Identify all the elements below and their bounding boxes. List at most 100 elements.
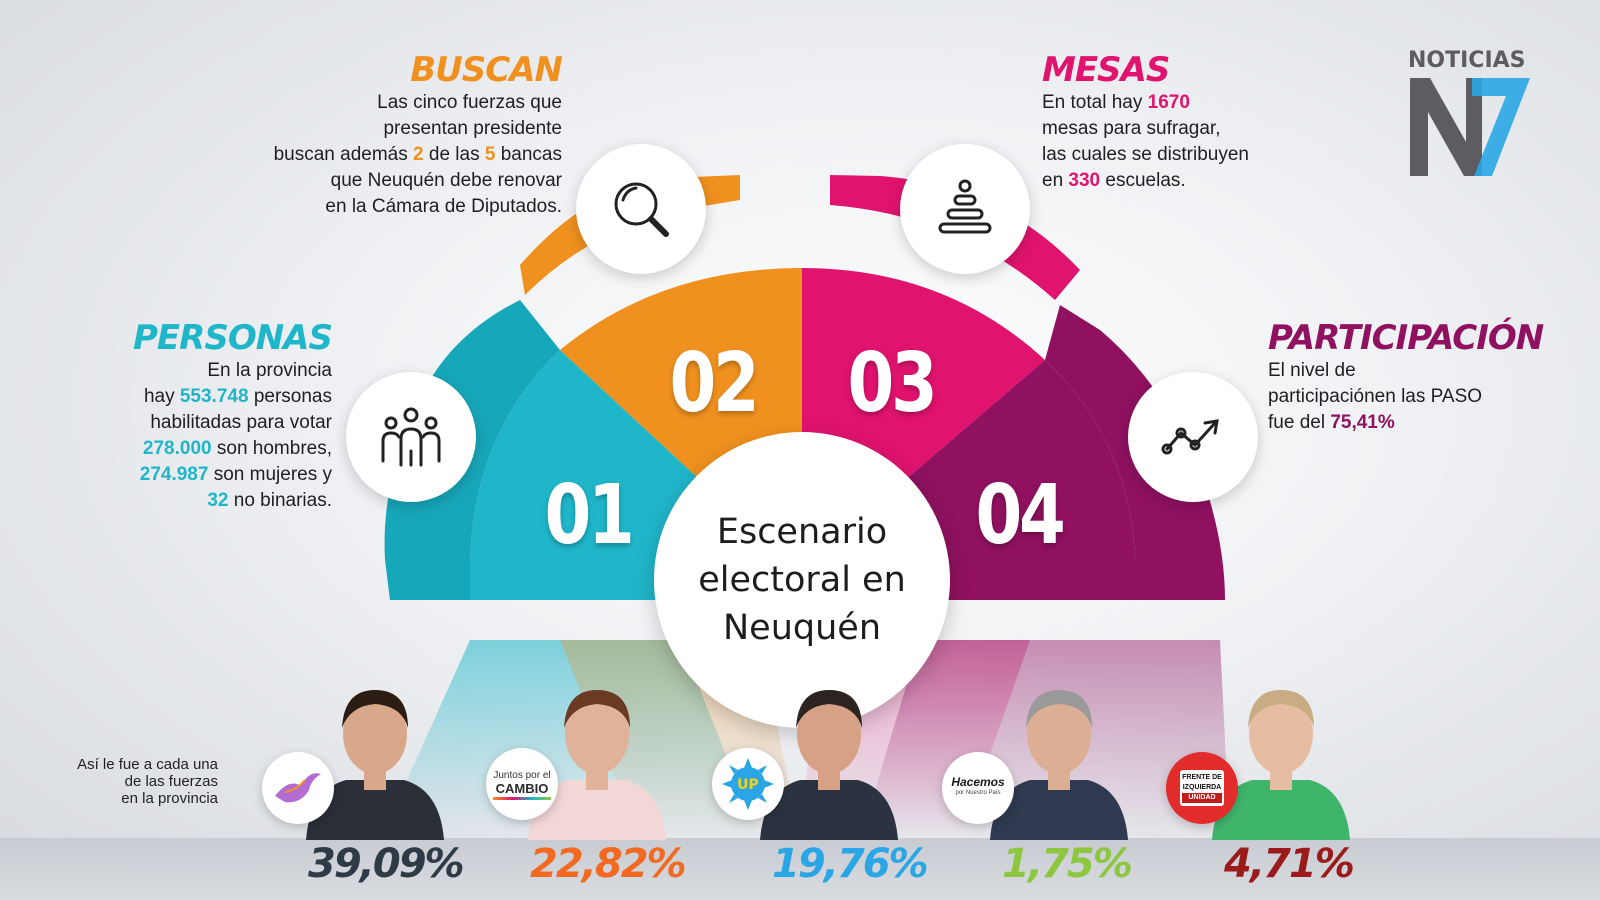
people-icon: [381, 407, 441, 467]
personas-block: PERSONAS En la provincia hay 553.748 per…: [100, 318, 333, 514]
mesas-line-1a: En total hay: [1042, 92, 1148, 113]
participacion-line-1: El nivel de: [1268, 360, 1356, 381]
center-title: Escenario electoral en Neuquén: [698, 512, 906, 648]
party-2-label-2: CAMBIO: [495, 780, 549, 796]
party-logo-4: Hacemos por Nuestro País: [942, 752, 1014, 824]
sun-badge-icon: UP: [722, 758, 774, 810]
personas-line-2a: hay: [143, 386, 180, 407]
caption-line-3: en la provincia: [121, 790, 218, 807]
center-title-circle: Escenario electoral en Neuquén: [654, 432, 950, 728]
personas-line-4b: son hombres,: [211, 438, 332, 459]
party-5-label-1: FRENTE DE: [1182, 774, 1222, 781]
trend-icon: [1161, 419, 1219, 455]
buscan-heading: BUSCAN: [410, 50, 563, 90]
stack-icon-circle: [900, 144, 1030, 274]
segment-03-number: 03: [847, 336, 938, 431]
candidate-photo-2: [528, 672, 666, 840]
party-logo-5: FRENTE DE IZQUIERDA UNIDAD: [1166, 752, 1238, 824]
buscan-line-5: en la Cámara de Diputados.: [325, 196, 562, 217]
party-3-label: UP: [737, 777, 759, 793]
buscan-block: BUSCAN Las cinco fuerzas que presentan p…: [240, 50, 563, 220]
logo-word: NOTICIAS: [1408, 48, 1526, 73]
party-logo-2: Juntos por el CAMBIO: [486, 748, 558, 820]
mesas-line-4a: en: [1042, 170, 1069, 191]
party-5-label-3: UNIDAD: [1182, 793, 1222, 803]
party-4-label-2: por Nuestro País: [955, 790, 1001, 796]
segment-02-shape: [560, 268, 802, 480]
caption-line-1: Así le fue a cada una: [77, 756, 218, 773]
segment-03-shape: [802, 268, 1045, 480]
trend-icon-circle: [1128, 372, 1258, 502]
participacion-heading: PARTICIPACIÓN: [1268, 318, 1544, 358]
mesas-line-3: las cuales se distribuyen: [1042, 144, 1249, 165]
candidate-photo-5: [1212, 672, 1350, 840]
participacion-line-3: fue del 75,41%: [1268, 410, 1578, 436]
personas-line-1: En la provincia: [207, 360, 332, 381]
buscan-line-4: que Neuquén debe renovar: [330, 170, 562, 191]
mesas-line-2: mesas para sufragar,: [1042, 118, 1221, 139]
mesas-schools: 330: [1068, 170, 1101, 191]
personas-total: 553.748: [179, 386, 249, 407]
personas-line-5b: son mujeres y: [208, 464, 332, 485]
personas-line-2: hay 553.748 personas: [100, 384, 332, 410]
mesas-line-1: En total hay 1670: [1042, 90, 1322, 116]
personas-line-3: habilitadas para votar: [150, 412, 332, 433]
rim-03: [830, 175, 1080, 300]
personas-nonbinary: 32: [207, 490, 229, 511]
results-caption: Así le fue a cada una de las fuerzas en …: [40, 756, 218, 807]
personas-text: En la provincia hay 553.748 personas hab…: [100, 358, 332, 514]
results-strip: [0, 838, 1600, 900]
participacion-rate: 75,41%: [1330, 412, 1395, 433]
mesas-heading: MESAS: [1042, 50, 1170, 90]
segment-01-shape: [470, 350, 700, 600]
party-logo-3: UP: [712, 748, 784, 820]
buscan-seats-total: 5: [484, 144, 496, 165]
mesas-text: En total hay 1670 mesas para sufragar, l…: [1042, 90, 1322, 194]
stack-icon: [938, 179, 992, 234]
segment-04-shape: [905, 360, 1135, 600]
buscan-seats-sought: 2: [413, 144, 424, 165]
buscan-line-2: presentan presidente: [383, 118, 562, 139]
buscan-line-3a: buscan además: [273, 144, 414, 165]
personas-line-6: 32 no binarias.: [100, 488, 332, 514]
mesas-line-4c: escuelas.: [1100, 170, 1186, 191]
result-pct-1: 39,09%: [308, 841, 465, 887]
result-pct-2: 22,82%: [530, 841, 687, 887]
personas-men: 278.000: [142, 438, 212, 459]
mesas-total: 1670: [1147, 92, 1190, 113]
party-5-label-2: IZQUIERDA: [1182, 784, 1222, 791]
candidate-photo-3: [760, 672, 898, 840]
candidate-photo-1: [306, 672, 444, 840]
personas-line-5: 274.987 son mujeres y: [100, 462, 332, 488]
result-pct-5: 4,71%: [1224, 841, 1355, 887]
participacion-block: PARTICIPACIÓN El nivel de participacióne…: [1268, 318, 1578, 436]
participacion-line-3a: fue del: [1268, 412, 1331, 433]
mesas-line-4: en 330 escuelas.: [1042, 168, 1322, 194]
personas-line-2c: personas: [248, 386, 332, 407]
segment-04-number: 04: [975, 468, 1066, 563]
n7-logo-mark: [1410, 78, 1530, 176]
buscan-line-3e: bancas: [495, 144, 562, 165]
party-2-label-1: Juntos por el: [493, 769, 551, 781]
mesas-block: MESAS En total hay 1670 mesas para sufra…: [1042, 50, 1322, 194]
caption-line-2: de las fuerzas: [124, 773, 218, 790]
buscan-text: Las cinco fuerzas que presentan presiden…: [240, 90, 562, 220]
candidate-photo-4: [990, 672, 1128, 840]
result-pct-3: 19,76%: [772, 841, 929, 887]
party-4-label-1: Hacemos: [951, 775, 1005, 789]
personas-heading: PERSONAS: [133, 318, 333, 358]
search-icon-circle: [576, 144, 706, 274]
personas-line-4: 278.000 son hombres,: [100, 436, 332, 462]
participacion-line-2: participaciónen las PASO: [1268, 386, 1483, 407]
people-icon-circle: [346, 372, 476, 502]
participacion-text: El nivel de participaciónen las PASO fue…: [1268, 358, 1578, 436]
personas-women: 274.987: [139, 464, 209, 485]
buscan-line-1: Las cinco fuerzas que: [377, 92, 562, 113]
party-logo-1: [262, 752, 334, 824]
segment-02-number: 02: [669, 336, 760, 431]
noticias-n7-logo: NOTICIAS: [1408, 48, 1533, 178]
search-icon: [614, 182, 669, 237]
segment-01-number: 01: [544, 468, 635, 563]
dove-icon: [275, 773, 321, 803]
personas-line-6b: no binarias.: [228, 490, 332, 511]
